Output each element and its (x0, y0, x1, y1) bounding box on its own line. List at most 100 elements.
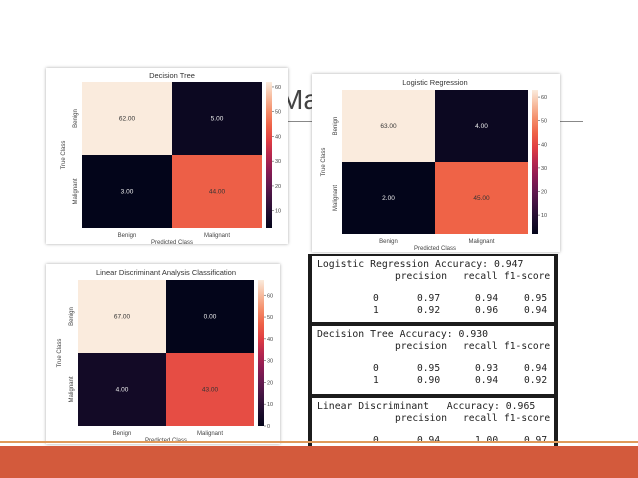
report-row-label: 1 (373, 305, 379, 316)
colorbar-tick-label: 0 (267, 424, 270, 430)
report-f1-value: 0.94 (524, 305, 548, 316)
chart-title: Logistic Regression (402, 78, 467, 87)
heatmap-cell-0-0 (342, 90, 435, 162)
heatmap-cell-0-0 (78, 280, 166, 353)
report-header-precision: precision (395, 413, 447, 424)
report-header-recall: recall (463, 341, 498, 352)
heatmap-cell-1-0 (342, 162, 435, 234)
x-tick-label: Benign (113, 431, 132, 437)
x-tick-label: Benign (118, 233, 137, 239)
decision-tree-heatmap: Decision Tree 62.00 5.00 3.00 44.00 Benign Mal… (46, 68, 288, 244)
colorbar-tick-label: 40 (267, 337, 273, 343)
report-header-precision: precision (395, 271, 447, 282)
report-row-label: 0 (373, 363, 379, 374)
cell-label-0-1: 5.00 (211, 116, 224, 123)
report-recall-value: 0.93 (475, 363, 499, 374)
heatmap-cell-1-0 (78, 353, 166, 426)
heatmap-cell-0-1 (166, 280, 254, 353)
report-precision-value: 0.94 (417, 435, 440, 446)
colorbar-tick-label: 10 (541, 213, 547, 219)
cell-label-0-0: 63.00 (380, 123, 397, 130)
y-tick-label: Benign (73, 109, 79, 128)
report-header-f1: f1-score (504, 271, 551, 282)
colorbar (532, 90, 538, 234)
report-precision-value: 0.95 (417, 363, 441, 374)
cell-label-0-0: 62.00 (119, 116, 136, 123)
cell-label-0-1: 0.00 (204, 314, 217, 321)
report-row-label: 0 (373, 293, 379, 304)
chart-title: Decision Tree (149, 71, 195, 80)
report-header-recall: recall (463, 271, 498, 282)
colorbar-tick-label: 20 (267, 380, 273, 386)
chart-title: Linear Discriminant Analysis Classificat… (96, 268, 236, 277)
report-precision-value: 0.90 (417, 375, 441, 386)
report-header-recall: recall (463, 413, 498, 424)
colorbar (258, 280, 264, 426)
report-recall-value: 0.94 (475, 375, 499, 386)
classification-reports: Logistic Regression Accuracy: 0.947 preci… (308, 254, 558, 474)
title-underline-right (538, 121, 583, 122)
colorbar-tick-label: 50 (275, 110, 281, 116)
colorbar-tick-label: 30 (275, 159, 281, 165)
report-header-f1: f1-score (504, 341, 551, 352)
report-title: Logistic Regression Accuracy: 0.947 (317, 259, 524, 270)
report-header-precision: precision (395, 341, 447, 352)
heatmap-cell-1-1 (166, 353, 254, 426)
y-axis-label: True Class (321, 148, 327, 177)
x-tick-label: Malignant (204, 233, 230, 239)
colorbar-tick-label: 30 (541, 166, 547, 172)
report-title: Decision Tree Accuracy: 0.930 (317, 329, 489, 340)
y-axis-label: True Class (57, 339, 63, 368)
cell-label-1-1: 43.00 (202, 387, 219, 394)
report-f1-value: 0.92 (524, 375, 548, 386)
report-recall-value: 1.00 (475, 435, 498, 446)
report-title: Linear Discriminant Accuracy: 0.965 (317, 401, 536, 412)
x-axis-label: Predicted Class (414, 246, 456, 252)
cell-label-1-1: 44.00 (209, 189, 226, 196)
x-tick-label: Malignant (197, 431, 223, 437)
colorbar-tick-label: 60 (541, 95, 547, 101)
y-tick-label: Malignant (73, 178, 79, 204)
report-header-f1: f1-score (504, 413, 551, 424)
heatmap-cell-0-1 (172, 82, 262, 155)
x-tick-label: Malignant (468, 239, 494, 245)
colorbar-tick-label: 20 (541, 190, 547, 196)
colorbar-tick-label: 60 (267, 293, 273, 299)
cell-label-0-1: 4.00 (475, 123, 488, 130)
y-tick-label: Benign (69, 307, 75, 326)
colorbar-tick-label: 10 (267, 402, 273, 408)
report-f1-value: 0.95 (524, 293, 548, 304)
y-tick-label: Malignant (69, 376, 75, 402)
colorbar-tick-label: 50 (267, 315, 273, 321)
report-f1-value: 0.97 (524, 435, 547, 446)
report-recall-value: 0.94 (475, 293, 499, 304)
report-row-label: 1 (373, 375, 379, 386)
heatmap-cell-1-0 (82, 155, 172, 228)
footer-band (0, 446, 638, 478)
report-precision-value: 0.97 (417, 293, 441, 304)
heatmap-cell-1-1 (172, 155, 262, 228)
report-row-label: 0 (373, 435, 379, 446)
y-axis-label: True Class (61, 141, 67, 170)
logistic-regression-heatmap: Logistic Regression 63.00 4.00 2.00 45.00 Ben… (312, 74, 560, 252)
cell-label-0-0: 67.00 (114, 314, 131, 321)
footer-accent-line (0, 441, 638, 443)
lda-heatmap: Linear Discriminant Analysis Classificat… (46, 264, 280, 444)
colorbar-tick-label: 40 (275, 134, 281, 140)
cell-label-1-0: 4.00 (116, 387, 129, 394)
y-tick-label: Benign (333, 117, 339, 136)
colorbar-tick-label: 40 (541, 142, 547, 148)
cell-label-1-1: 45.00 (473, 195, 490, 202)
heatmap-cell-0-1 (435, 90, 528, 162)
y-tick-label: Malignant (333, 185, 339, 211)
colorbar (266, 82, 272, 228)
cell-label-1-0: 3.00 (121, 189, 134, 196)
colorbar-tick-label: 30 (267, 359, 273, 365)
colorbar-tick-label: 10 (275, 209, 281, 215)
report-block: Decision Tree Accuracy: 0.930 precision re… (312, 326, 554, 394)
report-block: Logistic Regression Accuracy: 0.947 preci… (312, 256, 554, 322)
x-tick-label: Benign (379, 239, 398, 245)
title-underline-left (280, 121, 324, 122)
colorbar-tick-label: 50 (541, 119, 547, 125)
heatmap-cell-0-0 (82, 82, 172, 155)
